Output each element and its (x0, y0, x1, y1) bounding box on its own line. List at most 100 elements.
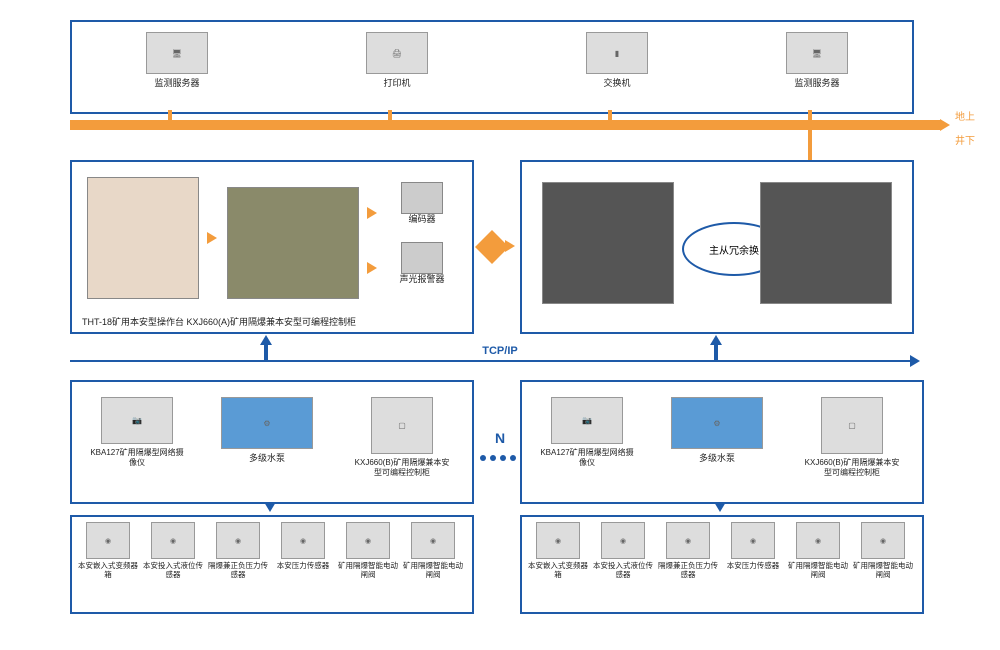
conn-v (714, 345, 718, 360)
arrow-up-icon (710, 335, 722, 345)
top-item-label-1: 打印机 (352, 78, 442, 89)
top-item-1: 🖨 打印机 (352, 32, 442, 89)
camera-label: KBA127矿用隔爆型网络摄像仪 (87, 448, 187, 467)
sensor-item: ◉ 隔爆兼正负压力传感器 (658, 522, 718, 579)
plc-cabinet-icon (227, 187, 359, 299)
top-row-box: 🖥 监测服务器 🖨 打印机 ▮ 交换机 🖥 监测服务器 (70, 20, 914, 114)
mid-left-box: 编码器 声光报警器 THT-18矿用本安型操作台 KXJ660(A)矿用隔爆兼本… (70, 160, 474, 334)
sensor-label: 矿用隔爆智能电动闸阀 (338, 561, 398, 579)
sensor-icon: ◉ (151, 522, 195, 559)
mid-left-caption: THT-18矿用本安型操作台 KXJ660(A)矿用隔爆兼本安型可编程控制柜 (82, 317, 462, 328)
arrow-icon (367, 262, 377, 274)
pc-icon: 🖥 (146, 32, 208, 74)
sensor-icon: ◉ (601, 522, 645, 559)
label-above: 地上 (955, 108, 975, 123)
sensor-icon: ◉ (411, 522, 455, 559)
label-below: 井下 (955, 132, 975, 147)
sensor-label: 本安嵌入式变频器箱 (78, 561, 138, 579)
sensor-item: ◉ 矿用隔爆智能电动闸阀 (788, 522, 848, 579)
arrow-r-icon (910, 355, 920, 367)
conn-v (608, 110, 612, 120)
cabinet-item: ▢ KXJ660(B)矿用隔爆兼本安型可编程控制柜 (352, 397, 452, 477)
sensor-icon: ◉ (861, 522, 905, 559)
printer-icon: 🖨 (366, 32, 428, 74)
cabinet-icon: ▢ (371, 397, 433, 454)
pump-icon: ⚙ (671, 397, 763, 449)
diamond-connector (475, 230, 509, 264)
sensor-label: 隔爆兼正负压力传感器 (208, 561, 268, 579)
pump-item: ⚙ 多级水泵 (662, 397, 772, 464)
cabinet-label: KXJ660(B)矿用隔爆兼本安型可编程控制柜 (802, 458, 902, 477)
pc-icon: 🖥 (786, 32, 848, 74)
mid-right-box: 主从冗余换 (520, 160, 914, 334)
arrow-down-icon (264, 502, 276, 512)
encoder-label: 编码器 (387, 214, 457, 225)
sensor-label: 矿用隔爆智能电动闸阀 (788, 561, 848, 579)
sensor-item: ◉ 本安压力传感器 (273, 522, 333, 570)
pump-group-left: 📷 KBA127矿用隔爆型网络摄像仪 ⚙ 多级水泵 ▢ KXJ660(B)矿用隔… (70, 380, 474, 504)
sensor-icon: ◉ (86, 522, 130, 559)
switch-icon: ▮ (586, 32, 648, 74)
camera-icon: 📷 (101, 397, 173, 444)
sensor-label: 本安压力传感器 (273, 561, 333, 570)
top-item-label-3: 监测服务器 (772, 78, 862, 89)
sensor-item: ◉ 本安压力传感器 (723, 522, 783, 570)
pump-item: ⚙ 多级水泵 (212, 397, 322, 464)
sensor-item: ◉ 本安投入式液位传感器 (143, 522, 203, 579)
sensor-icon: ◉ (281, 522, 325, 559)
encoder-icon (401, 182, 443, 214)
camera-item: 📷 KBA127矿用隔爆型网络摄像仪 (537, 397, 637, 467)
sensor-label: 矿用隔爆智能电动闸阀 (853, 561, 913, 579)
sensor-icon: ◉ (536, 522, 580, 559)
sensor-label: 本安投入式液位传感器 (593, 561, 653, 579)
n-label: N (485, 430, 515, 446)
sensor-item: ◉ 矿用隔爆智能电动闸阀 (853, 522, 913, 579)
sensor-label: 隔爆兼正负压力传感器 (658, 561, 718, 579)
sensor-item: ◉ 本安嵌入式变频器箱 (528, 522, 588, 579)
arrow-up-icon (260, 335, 272, 345)
sensor-item: ◉ 矿用隔爆智能电动闸阀 (403, 522, 463, 579)
pump-icon: ⚙ (221, 397, 313, 449)
arrow-down-icon (714, 502, 726, 512)
pump-label: 多级水泵 (662, 453, 772, 464)
sensor-item: ◉ 矿用隔爆智能电动闸阀 (338, 522, 398, 579)
blue-line (70, 360, 910, 362)
conn-v (388, 110, 392, 120)
sensor-item: ◉ 隔爆兼正负压力传感器 (208, 522, 268, 579)
top-item-label-0: 监测服务器 (132, 78, 222, 89)
system-diagram: 🖥 监测服务器 🖨 打印机 ▮ 交换机 🖥 监测服务器 地上 井下 (20, 20, 980, 630)
top-item-label-2: 交换机 (572, 78, 662, 89)
encoder-item: 编码器 (387, 182, 457, 225)
camera-item: 📷 KBA127矿用隔爆型网络摄像仪 (87, 397, 187, 467)
pump-label: 多级水泵 (212, 453, 322, 464)
arrow-icon (505, 240, 515, 252)
orange-bus-bar (70, 120, 940, 130)
conn-v (264, 345, 268, 360)
pump-group-right: 📷 KBA127矿用隔爆型网络摄像仪 ⚙ 多级水泵 ▢ KXJ660(B)矿用隔… (520, 380, 924, 504)
top-item-2: ▮ 交换机 (572, 32, 662, 89)
cabinet-item: ▢ KXJ660(B)矿用隔爆兼本安型可编程控制柜 (802, 397, 902, 477)
server-icon (760, 182, 892, 304)
sensor-icon: ◉ (346, 522, 390, 559)
sensor-icon: ◉ (666, 522, 710, 559)
arrow-icon (367, 207, 377, 219)
console-icon (87, 177, 199, 299)
alarm-icon (401, 242, 443, 274)
arrow-icon (207, 232, 217, 244)
ellipse-label: 主从冗余换 (709, 242, 759, 257)
camera-label: KBA127矿用隔爆型网络摄像仪 (537, 448, 637, 467)
server-icon (542, 182, 674, 304)
cabinet-label: KXJ660(B)矿用隔爆兼本安型可编程控制柜 (352, 458, 452, 477)
conn-v (808, 130, 812, 160)
sensor-label: 本安压力传感器 (723, 561, 783, 570)
sensor-item: ◉ 本安嵌入式变频器箱 (78, 522, 138, 579)
conn-v (168, 110, 172, 120)
sensor-label: 本安投入式液位传感器 (143, 561, 203, 579)
alarm-item: 声光报警器 (387, 242, 457, 285)
sensor-item: ◉ 本安投入式液位传感器 (593, 522, 653, 579)
orange-arrow-r (940, 119, 950, 131)
top-item-0: 🖥 监测服务器 (132, 32, 222, 89)
sensor-icon: ◉ (796, 522, 840, 559)
tcpip-label: TCP/IP (460, 345, 540, 357)
sensor-icon: ◉ (731, 522, 775, 559)
